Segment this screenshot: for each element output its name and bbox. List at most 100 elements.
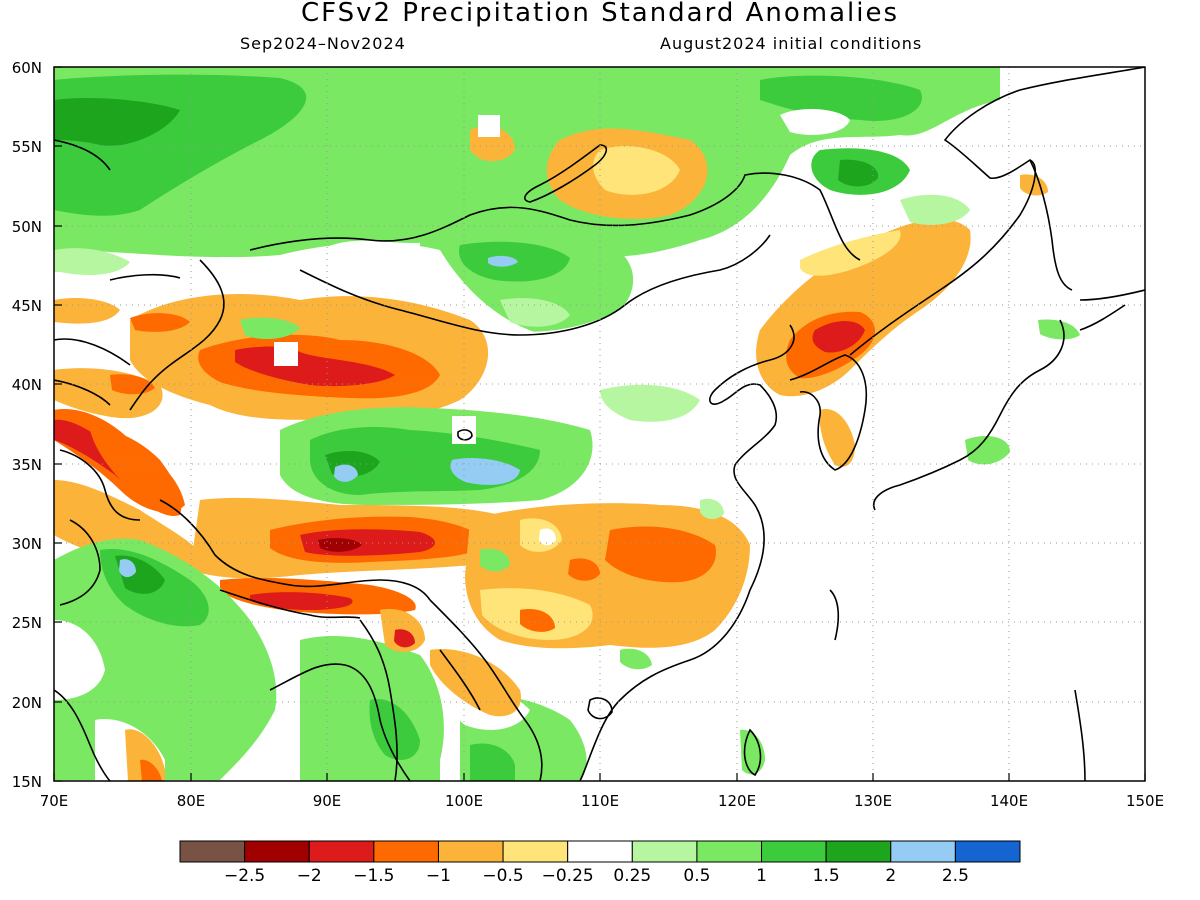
dry-manchuria-red bbox=[812, 321, 865, 353]
colorbar-label: 1.5 bbox=[813, 866, 840, 886]
coast-bay-of-bengal bbox=[269, 663, 411, 781]
wet-ne-dark bbox=[838, 159, 879, 187]
white-ne bbox=[780, 108, 850, 135]
colorbar-swatch bbox=[567, 840, 633, 863]
lon-label: 110E bbox=[581, 792, 619, 810]
map-title: CFSv2 Precipitation Standard Anomalies bbox=[300, 0, 900, 28]
coast-east-asia bbox=[579, 324, 795, 781]
lat-label: 35N bbox=[12, 456, 42, 474]
colorbar-swatch bbox=[890, 840, 956, 863]
colorbar-swatch bbox=[437, 840, 504, 863]
colorbar: −2.5 −2 −1.5 −1 −0.5 −0.25 0.25 0.5 1 1.5 2 2.5 bbox=[179, 840, 1021, 886]
lon-label: 80E bbox=[177, 792, 206, 810]
border-indochina bbox=[429, 599, 543, 781]
colorbar-swatch bbox=[308, 840, 375, 863]
dry-laos bbox=[430, 649, 521, 717]
wet-qinghai-blue2 bbox=[450, 458, 520, 485]
colorbar-label: −1.5 bbox=[353, 866, 394, 886]
lon-label: 140E bbox=[990, 792, 1028, 810]
colorbar-swatch bbox=[244, 840, 310, 863]
lon-label: 150E bbox=[1126, 792, 1164, 810]
wet-myanmar-mid bbox=[369, 699, 420, 760]
dry-baikal-light bbox=[593, 146, 680, 195]
lat-label: 20N bbox=[12, 694, 42, 712]
colorbar-swatch bbox=[373, 840, 439, 863]
coast-taiwan bbox=[743, 728, 762, 777]
longitude-labels: 70E 80E 90E 100E 110E 120E 130E 140E 150… bbox=[40, 792, 1164, 810]
white-sichuan-spot bbox=[539, 528, 556, 546]
lon-label: 100E bbox=[445, 792, 483, 810]
neutral-india-south bbox=[54, 620, 105, 700]
dry-korea bbox=[819, 409, 855, 467]
wet-sichuan-spot bbox=[480, 548, 510, 572]
dry-tibet-darkred bbox=[318, 537, 362, 552]
colorbar-label: −1 bbox=[426, 866, 451, 886]
wet-light-central bbox=[600, 384, 700, 422]
tick-marks bbox=[53, 66, 1146, 782]
dry-kashmir bbox=[90, 429, 182, 516]
border-kazakh-china bbox=[129, 259, 225, 411]
colorbar-swatch bbox=[761, 840, 827, 863]
coast-sakhalin bbox=[1029, 159, 1073, 291]
colorbar-label: −2 bbox=[297, 866, 322, 886]
colorbar-swatch bbox=[696, 840, 763, 863]
colorbar-swatch bbox=[631, 840, 698, 863]
lon-label: 90E bbox=[313, 792, 342, 810]
dry-south-china-red bbox=[605, 526, 716, 583]
coast-korea bbox=[789, 354, 868, 471]
dry-india-sw-red bbox=[140, 759, 162, 781]
dry-west-kazakh bbox=[130, 313, 190, 332]
wet-fujian-small bbox=[700, 498, 724, 520]
coast-hainan bbox=[587, 697, 613, 720]
lake-baikal bbox=[524, 144, 608, 203]
border-nepal-bhutan bbox=[219, 589, 361, 619]
wet-light-west bbox=[54, 248, 130, 275]
lat-label: 30N bbox=[12, 535, 42, 553]
wet-indochina-mid bbox=[470, 743, 515, 781]
lat-label: 60N bbox=[12, 59, 42, 77]
border-afghan-pak bbox=[59, 519, 101, 606]
latitude-labels: 60N 55N 50N 45N 40N 35N 30N 25N 20N 15N bbox=[12, 59, 42, 791]
lat-label: 40N bbox=[12, 376, 42, 394]
colorbar-label: 0.5 bbox=[683, 866, 710, 886]
missing-cell-3 bbox=[478, 115, 500, 137]
colorbar-swatch bbox=[502, 840, 569, 863]
coast-japan bbox=[873, 289, 1145, 511]
lake-qinghai bbox=[457, 429, 473, 441]
colorbar-swatch bbox=[825, 840, 892, 863]
border-central-asia bbox=[54, 338, 141, 521]
dry-south-china-red2 bbox=[568, 558, 600, 581]
lon-label: 120E bbox=[718, 792, 756, 810]
lon-label: 70E bbox=[40, 792, 69, 810]
lake-balkhash bbox=[109, 273, 181, 281]
missing-cell-1 bbox=[274, 342, 298, 366]
forecast-period: Sep2024–Nov2024 bbox=[240, 34, 406, 53]
colorbar-swatch bbox=[954, 840, 1021, 863]
dry-xinjiang-wetspot bbox=[240, 317, 300, 340]
coastlines-and-borders bbox=[54, 67, 1145, 781]
border-mongolia-china bbox=[299, 234, 771, 336]
colorbar-label: −0.5 bbox=[482, 866, 523, 886]
wet-japan-south bbox=[965, 436, 1010, 465]
lat-label: 25N bbox=[12, 614, 42, 632]
colorbar-label: 1 bbox=[756, 866, 767, 886]
dry-yunnan bbox=[520, 609, 555, 632]
initial-conditions: August2024 initial conditions bbox=[660, 34, 923, 53]
coast-india-west bbox=[54, 689, 111, 781]
lat-label: 15N bbox=[12, 773, 42, 791]
wet-guangdong-small bbox=[620, 648, 652, 670]
colorbar-label: −2.5 bbox=[224, 866, 265, 886]
dry-assam-red bbox=[394, 629, 415, 648]
lat-label: 55N bbox=[12, 138, 42, 156]
anomaly-field bbox=[54, 67, 1080, 781]
wet-mongolia-blue bbox=[488, 255, 518, 267]
border-india-china bbox=[159, 499, 431, 601]
wet-qinghai-blue bbox=[334, 464, 358, 482]
wet-north-darker bbox=[54, 98, 180, 146]
wet-hokkaido bbox=[1038, 319, 1080, 340]
colorbar-swatch bbox=[179, 840, 246, 863]
coast-philippines bbox=[829, 589, 1086, 781]
border-myanmar bbox=[359, 619, 398, 781]
coast-kuril bbox=[1079, 304, 1126, 331]
